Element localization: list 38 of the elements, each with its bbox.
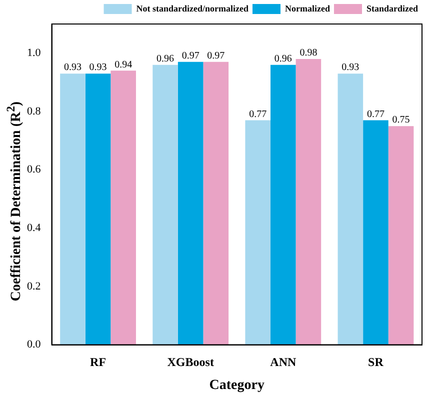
bar [270,64,296,345]
bar [388,126,414,345]
legend-label: Not standardized/normalized [136,3,249,14]
y-tick-label: 1.0 [27,47,42,60]
y-tick-label: 0.2 [27,280,41,292]
data-label: 0.93 [89,62,107,74]
x-tick-label: SR [368,355,384,370]
x-tick-label: RF [90,355,106,370]
data-label: 0.97 [207,50,225,62]
data-label: 0.75 [392,114,410,126]
data-label: 0.96 [156,53,174,64]
bar [363,120,388,345]
bar [178,62,204,345]
legend-label: Normalized [285,3,330,14]
y-tick-label: 0.8 [27,105,42,118]
x-axis-title: Category [209,378,264,394]
bar [110,70,136,345]
x-tick-label: XGBoost [167,355,214,370]
bar [245,120,271,345]
bar [338,74,364,345]
data-label: 0.94 [114,59,132,70]
bar [85,74,111,345]
legend-label: Standardized [366,3,418,14]
bar [60,74,86,345]
data-label: 0.93 [342,62,360,74]
y-tick-label: 0.4 [27,222,42,234]
data-label: 0.77 [249,108,267,120]
bar [152,64,178,345]
bar [296,58,322,345]
data-label: 0.97 [182,50,200,62]
bar [203,62,229,345]
y-tick-label: 0.0 [27,338,42,351]
data-label: 0.93 [64,62,82,74]
x-tick-label: ANN [270,355,296,370]
y-tick-label: 0.6 [27,164,42,176]
data-label: 0.77 [366,108,384,120]
data-label: 0.96 [274,53,292,64]
data-label: 0.98 [300,48,318,59]
